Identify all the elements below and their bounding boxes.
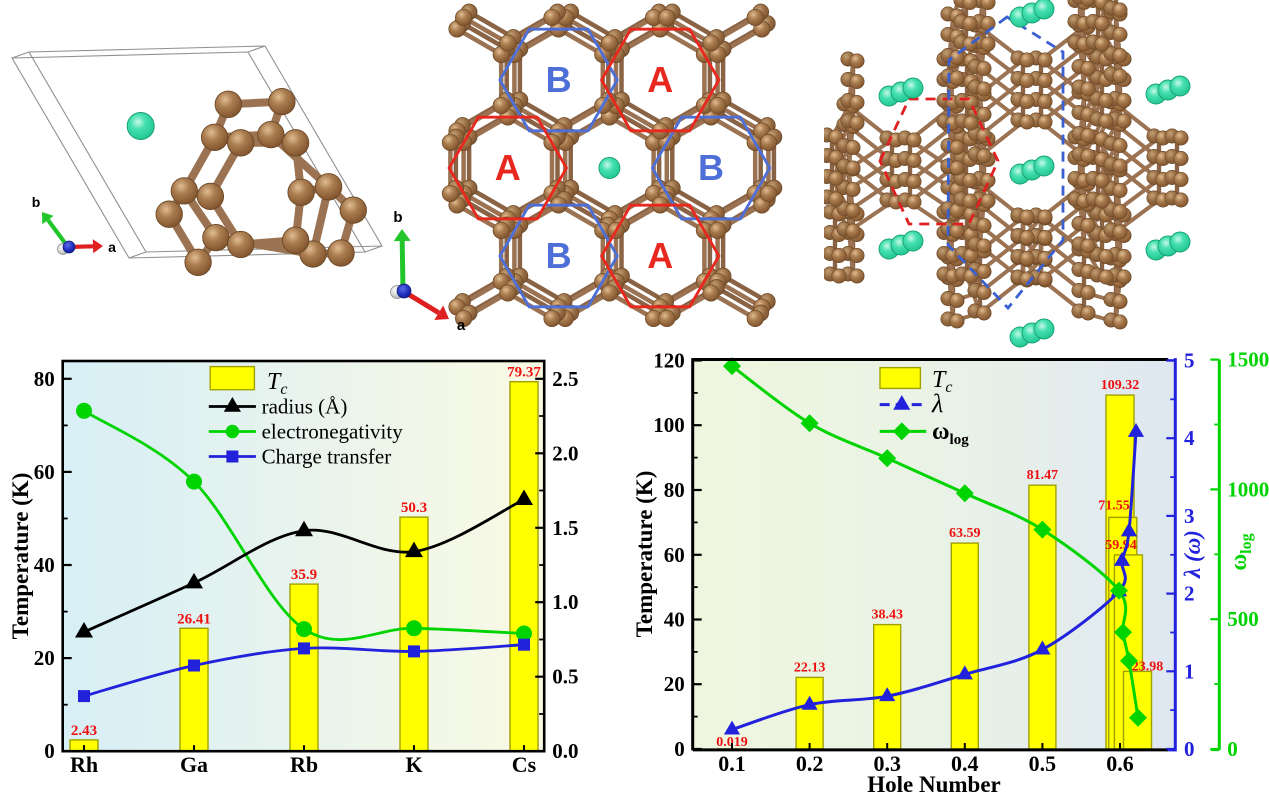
svg-text:20: 20 [34, 646, 55, 670]
svg-text:0.0: 0.0 [552, 739, 578, 763]
svg-text:1.5: 1.5 [552, 516, 578, 540]
svg-text:109.32: 109.32 [1101, 378, 1140, 393]
svg-text:Rb: Rb [290, 752, 318, 777]
svg-text:81.47: 81.47 [1027, 468, 1059, 483]
svg-text:2: 2 [1184, 582, 1195, 606]
svg-text:electronegativity: electronegativity [262, 420, 404, 444]
svg-text:0: 0 [1184, 737, 1195, 761]
svg-text:22.13: 22.13 [794, 660, 826, 675]
svg-text:20: 20 [664, 672, 685, 696]
svg-text:3: 3 [1184, 504, 1195, 528]
svg-text:A: A [495, 147, 521, 188]
svg-text:Hole Number: Hole Number [867, 772, 1001, 797]
svg-text:5: 5 [1184, 349, 1195, 373]
svg-text:B: B [698, 147, 724, 188]
svg-text:80: 80 [34, 367, 55, 391]
svg-text:71.55: 71.55 [1098, 498, 1130, 513]
svg-text:Charge transfer: Charge transfer [262, 445, 392, 469]
svg-text:40: 40 [664, 608, 685, 632]
svg-text:100: 100 [653, 413, 685, 437]
svg-text:0.2: 0.2 [796, 751, 824, 776]
svg-text:0: 0 [44, 739, 55, 763]
svg-text:63.59: 63.59 [949, 526, 981, 541]
svg-text:1: 1 [1184, 659, 1195, 683]
svg-text:35.9: 35.9 [291, 567, 317, 583]
svg-text:Temperature (K): Temperature (K) [8, 473, 33, 640]
svg-text:80: 80 [664, 478, 685, 502]
svg-text:Ga: Ga [180, 752, 208, 777]
svg-text:A: A [647, 235, 673, 276]
svg-text:60: 60 [664, 543, 685, 567]
svg-text:1.0: 1.0 [552, 590, 578, 614]
svg-text:λ (ω): λ (ω) [1180, 530, 1205, 579]
svg-text:4: 4 [1184, 426, 1195, 450]
svg-text:38.43: 38.43 [871, 608, 903, 623]
svg-text:26.41: 26.41 [177, 611, 211, 627]
svg-text:Cs: Cs [512, 752, 537, 777]
svg-text:B: B [546, 59, 572, 100]
svg-text:λ: λ [931, 389, 943, 418]
svg-text:0.5: 0.5 [552, 665, 578, 689]
svg-text:120: 120 [653, 349, 685, 373]
svg-text:Temperature (K): Temperature (K) [632, 471, 657, 638]
svg-text:a: a [457, 317, 466, 334]
svg-text:0.5: 0.5 [1029, 751, 1057, 776]
svg-text:2.43: 2.43 [71, 723, 97, 739]
svg-text:1500: 1500 [1227, 348, 1269, 372]
svg-text:A: A [647, 59, 673, 100]
svg-text:b: b [393, 209, 402, 226]
svg-text:0.1: 0.1 [718, 751, 746, 776]
svg-text:59.94: 59.94 [1105, 538, 1137, 553]
svg-text:40: 40 [34, 553, 55, 577]
svg-text:1000: 1000 [1227, 477, 1269, 501]
svg-text:2.0: 2.0 [552, 441, 578, 465]
svg-text:0.6: 0.6 [1106, 751, 1134, 776]
svg-text:0: 0 [674, 737, 685, 761]
svg-text:b: b [32, 194, 41, 210]
svg-text:B: B [546, 235, 572, 276]
svg-text:500: 500 [1227, 607, 1259, 631]
svg-text:a: a [108, 239, 116, 255]
svg-text:0: 0 [1227, 737, 1238, 761]
svg-text:60: 60 [34, 460, 55, 484]
svg-text:Rh: Rh [70, 752, 98, 777]
svg-text:50.3: 50.3 [401, 500, 427, 516]
svg-text:radius (Å): radius (Å) [262, 395, 348, 419]
svg-text:2.5: 2.5 [552, 367, 578, 391]
svg-text:K: K [405, 752, 422, 777]
